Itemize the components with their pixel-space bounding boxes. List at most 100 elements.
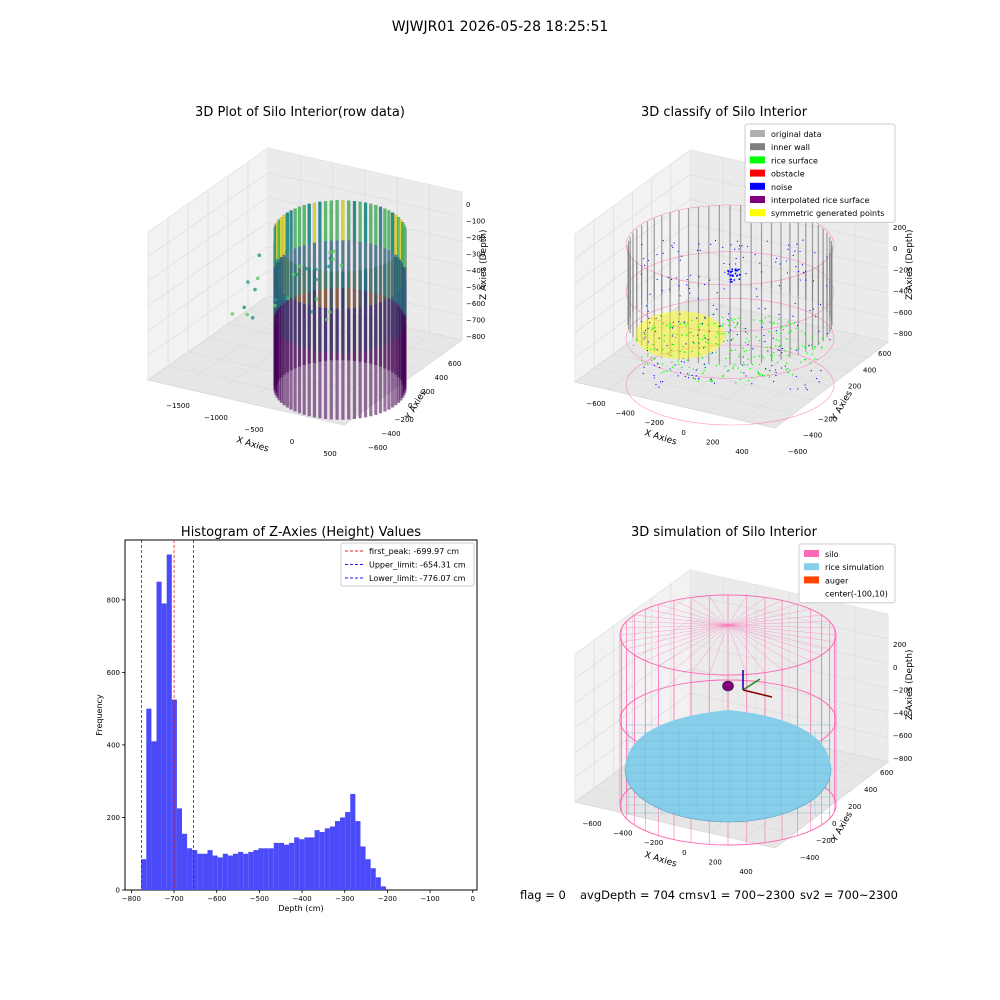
classify-noise-point — [799, 250, 801, 253]
classify-noise-point — [785, 260, 788, 262]
classify-rice-point — [731, 349, 733, 352]
classify-z-tick-label: −800 — [893, 330, 912, 338]
raw-scatter-point — [250, 316, 255, 320]
classify-noise-point — [730, 278, 733, 281]
classify-rice-point — [698, 352, 700, 355]
histogram-bar — [370, 868, 376, 890]
classify-legend-label: original data — [771, 130, 822, 139]
classify-noise-point — [755, 288, 757, 290]
classify-noise-point — [778, 349, 780, 352]
classify-noise-point — [761, 326, 763, 328]
classify-noise-point — [775, 261, 777, 263]
histogram-x-tick-label: −200 — [378, 895, 397, 903]
classify-rice-point — [734, 318, 736, 320]
classify-noise-point — [794, 250, 796, 252]
classify-rice-point — [674, 336, 677, 339]
classify-rice-point — [649, 348, 652, 351]
classify-rice-point — [734, 364, 736, 366]
simulation-legend-label: center(-100,10) — [825, 590, 888, 599]
classify-rice-point — [723, 332, 726, 335]
classify-rice-point — [682, 357, 685, 360]
classify-rice-point — [776, 323, 779, 325]
histogram-legend-label: Lower_limit: -776.07 cm — [369, 574, 466, 583]
classify-rice-point — [715, 336, 717, 338]
classify-rice-point — [773, 351, 775, 354]
classify-noise-point — [641, 243, 643, 246]
histogram-x-tick-label: −500 — [250, 895, 269, 903]
simulation-silo-roof — [727, 624, 783, 670]
classify-x-axis-label: X Axies — [643, 428, 678, 447]
classify-z-tick-label: 200 — [893, 224, 906, 232]
classify-rice-point — [788, 369, 791, 371]
classify-rice-point — [722, 316, 724, 319]
classify-rice-point — [821, 337, 824, 340]
classify-noise-point — [646, 305, 648, 307]
classify-noise-point — [677, 250, 679, 252]
simulation-z-tick-label: −600 — [893, 732, 912, 740]
raw-scatter-point — [324, 317, 329, 322]
simulation-silo-roof — [727, 624, 798, 666]
classify-rice-point — [738, 355, 740, 358]
classify-rice-point — [790, 330, 792, 332]
raw-panel-title: 3D Plot of Silo Interior(row data) — [195, 105, 405, 120]
classify-noise-point — [660, 315, 662, 317]
simulation-z-tick-label: 200 — [893, 641, 906, 649]
classify-noise-point — [734, 248, 736, 250]
classify-y-tick-label: −200 — [818, 415, 837, 423]
classify-rice-point — [715, 364, 718, 367]
classify-rice-point — [698, 347, 701, 350]
classify-noise-point — [723, 262, 725, 265]
classify-noise-point — [708, 330, 710, 332]
classify-noise-point — [680, 360, 683, 363]
classify-noise-point — [795, 375, 797, 378]
histogram-x-tick-label: −400 — [292, 895, 311, 903]
classify-noise-point — [697, 334, 699, 336]
classify-rice-point — [646, 355, 649, 358]
classify-noise-point — [687, 372, 689, 375]
classify-rice-point — [663, 340, 666, 342]
classify-rice-point — [813, 347, 816, 349]
histogram-y-tick-label: 200 — [107, 814, 120, 822]
simulation-legend-swatch — [804, 563, 819, 571]
grid-line — [741, 336, 857, 421]
simulation-silo-roof — [727, 624, 811, 661]
classify-legend-swatch — [750, 143, 765, 151]
classify-legend-swatch — [750, 130, 765, 137]
histogram-x-axis-label: Depth (cm) — [278, 904, 323, 913]
simulation-silo-roof — [645, 624, 729, 661]
classify-noise-point — [764, 368, 767, 370]
classify-noise-point — [678, 321, 680, 323]
classify-noise-point — [818, 381, 820, 383]
raw-z-tick-label: −100 — [466, 218, 485, 226]
simulation-z-tick-label: −400 — [893, 709, 912, 717]
histogram-bar — [248, 851, 254, 890]
simulation-x-tick-label: −400 — [613, 830, 632, 838]
classify-noise-point — [716, 308, 718, 310]
histogram-x-tick-label: −600 — [207, 895, 226, 903]
histogram-bar — [202, 853, 208, 890]
classify-rice-point — [710, 380, 713, 383]
classify-noise-point — [775, 329, 777, 332]
classify-noise-point — [685, 343, 687, 345]
classify-noise-point — [796, 243, 798, 245]
classify-noise-point — [738, 273, 741, 276]
classify-noise-point — [673, 242, 675, 244]
classify-z-tick-label: 0 — [893, 245, 897, 253]
simulation-y-tick-label: −200 — [816, 837, 835, 845]
classify-rice-point — [728, 320, 730, 322]
classify-rice-point — [644, 363, 646, 365]
classify-noise-point — [775, 374, 777, 377]
classify-rice-point — [776, 332, 778, 334]
classify-noise-point — [815, 377, 818, 380]
classify-rice-point — [758, 355, 760, 357]
classify-noise-point — [756, 296, 758, 298]
classify-rice-point — [793, 322, 796, 324]
classify-noise-point — [736, 274, 739, 277]
classify-noise-point — [743, 372, 745, 374]
histogram-x-tick-label: 0 — [470, 895, 474, 903]
raw-scatter-point — [310, 309, 314, 314]
classify-noise-point — [653, 377, 655, 379]
classify-noise-point — [644, 336, 646, 338]
histogram-bar — [258, 848, 264, 890]
classify-rice-point — [767, 373, 769, 376]
